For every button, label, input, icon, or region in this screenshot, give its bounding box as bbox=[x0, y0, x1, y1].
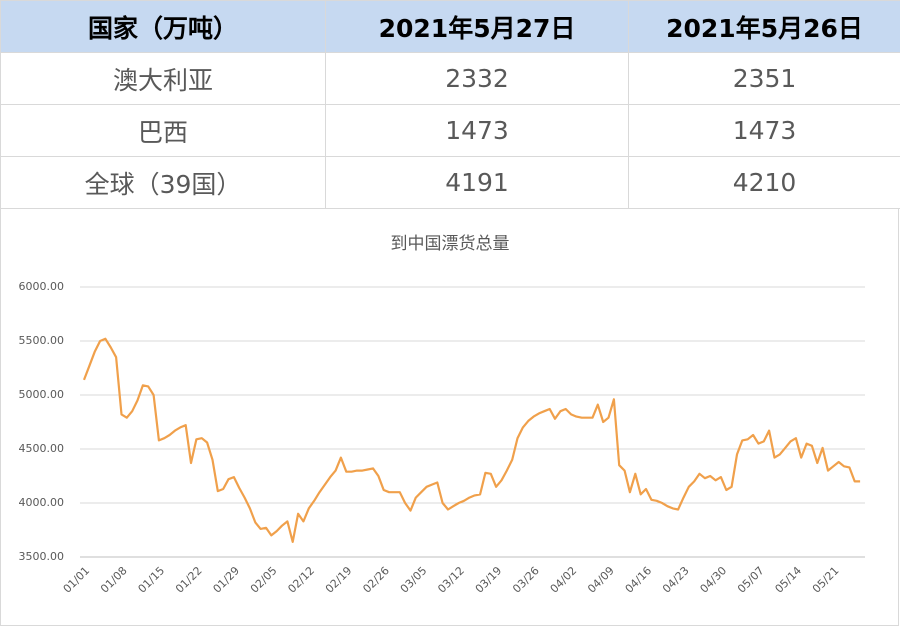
y-tick-label: 4000.00 bbox=[19, 496, 65, 509]
line bbox=[82, 337, 861, 543]
cell: 巴西 bbox=[0, 104, 326, 157]
chart-title: 到中国漂货总量 bbox=[391, 234, 510, 254]
cell: 澳大利亚 bbox=[0, 52, 326, 105]
cell: 4191 bbox=[325, 156, 629, 209]
header-cell: 2021年5月27日 bbox=[325, 0, 629, 53]
cell: 2332 bbox=[325, 52, 629, 105]
header-row: 国家（万吨） 2021年5月27日 2021年5月26日 bbox=[0, 0, 900, 53]
header-cell: 2021年5月26日 bbox=[628, 0, 900, 53]
header-cell: 国家（万吨） bbox=[0, 0, 326, 53]
y-tick-label: 5000.00 bbox=[19, 388, 65, 401]
cell: 2351 bbox=[628, 52, 900, 105]
table-row: 巴西 1473 1473 bbox=[0, 104, 900, 157]
table-row: 全球（39国） 4191 4210 bbox=[0, 156, 900, 209]
chart-frame bbox=[0, 208, 899, 626]
cell: 全球（39国） bbox=[0, 156, 326, 209]
y-tick-label: 3500.00 bbox=[19, 550, 65, 563]
y-tick-label: 5500.00 bbox=[19, 334, 65, 347]
y-tick-label: 6000.00 bbox=[19, 280, 65, 293]
cell: 1473 bbox=[628, 104, 900, 157]
cell: 1473 bbox=[325, 104, 629, 157]
y-tick-label: 4500.00 bbox=[19, 442, 65, 455]
chart: 到中国漂货总量 3500.00 4000.00 4500.00 5000.00 5500… bbox=[0, 208, 899, 626]
data-table: 国家（万吨） 2021年5月27日 2021年5月26日 澳大利亚 2332 2… bbox=[0, 0, 900, 209]
cell: 4210 bbox=[628, 156, 900, 209]
table-row: 澳大利亚 2332 2351 bbox=[0, 52, 900, 105]
